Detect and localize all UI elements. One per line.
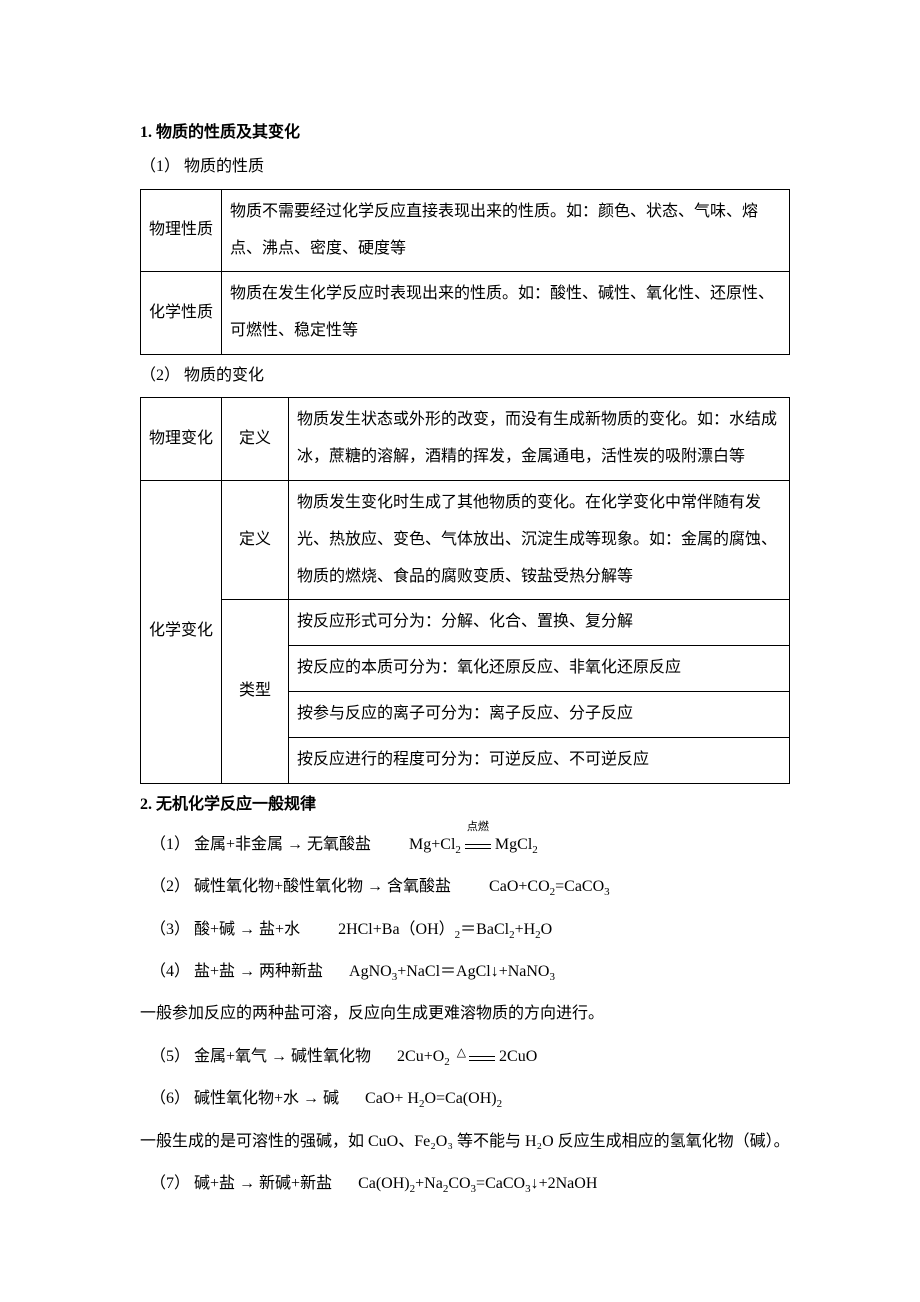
- rule-item: （2） 碱性氧化物+酸性氧化物 → 含氧酸盐 CaO+CO2=CaCO3: [140, 868, 790, 906]
- rule-equation: Mg+Cl2 点燃 MgCl2: [409, 836, 538, 853]
- rule-num: （3）: [140, 911, 190, 949]
- cell-sublabel: 类型: [222, 600, 289, 783]
- rules-list: （1） 金属+非金属 → 无氧酸盐 Mg+Cl2 点燃 MgCl2 （2） 碱性…: [140, 826, 790, 1204]
- cell-label: 物理变化: [141, 398, 222, 481]
- rule-num: （4）: [140, 953, 190, 991]
- rule-text: 碱性氧化物+水 → 碱: [194, 1090, 339, 1107]
- cell-text: 按反应形式可分为：分解、化合、置换、复分解: [289, 600, 790, 646]
- rule-equation: 2Cu+O2 △ 2CuO: [397, 1048, 537, 1065]
- rule-item: （3） 酸+碱 → 盐+水 2HCl+Ba（OH）2＝BaCl2+H2O: [140, 911, 790, 949]
- rule-num: （5）: [140, 1038, 190, 1076]
- rule-item: （1） 金属+非金属 → 无氧酸盐 Mg+Cl2 点燃 MgCl2: [140, 826, 790, 864]
- rule-equation: CaO+CO2=CaCO3: [489, 878, 610, 895]
- rule-num: （2）: [140, 868, 190, 906]
- rule-text: 碱+盐 → 新碱+新盐: [194, 1175, 332, 1192]
- cell-label: 化学性质: [141, 272, 222, 355]
- table-row: 化学性质 物质在发生化学反应时表现出来的性质。如：酸性、碱性、氧化性、还原性、可…: [141, 272, 790, 355]
- rule-equation: 2HCl+Ba（OH）2＝BaCl2+H2O: [338, 921, 552, 938]
- table-row: 物理变化 定义 物质发生状态或外形的改变，而没有生成新物质的变化。如：水结成冰，…: [141, 398, 790, 481]
- section1-sub1: （1） 物质的性质: [140, 152, 790, 182]
- rule-item: （6） 碱性氧化物+水 → 碱 CaO+ H2O=Ca(OH)2: [140, 1080, 790, 1118]
- cell-text: 按反应的本质可分为：氧化还原反应、非氧化还原反应: [289, 646, 790, 692]
- table-changes: 物理变化 定义 物质发生状态或外形的改变，而没有生成新物质的变化。如：水结成冰，…: [140, 397, 790, 783]
- cell-label: 化学变化: [141, 480, 222, 783]
- cell-text: 物质不需要经过化学反应直接表现出来的性质。如：颜色、状态、气味、熔点、沸点、密度…: [222, 189, 790, 272]
- rule-equation: CaO+ H2O=Ca(OH)2: [365, 1090, 502, 1107]
- rule-equation: Ca(OH)2+Na2CO3=CaCO3↓+2NaOH: [358, 1175, 597, 1192]
- cell-text: 按参与反应的离子可分为：离子反应、分子反应: [289, 691, 790, 737]
- cell-text: 物质在发生化学反应时表现出来的性质。如：酸性、碱性、氧化性、还原性、可燃性、稳定…: [222, 272, 790, 355]
- rule-item: （7） 碱+盐 → 新碱+新盐 Ca(OH)2+Na2CO3=CaCO3↓+2N…: [140, 1165, 790, 1203]
- rule-text: 金属+氧气 → 碱性氧化物: [194, 1048, 371, 1065]
- table-row: 物理性质 物质不需要经过化学反应直接表现出来的性质。如：颜色、状态、气味、熔点、…: [141, 189, 790, 272]
- cell-sublabel: 定义: [222, 480, 289, 599]
- rule-text: 盐+盐 → 两种新盐: [194, 963, 323, 980]
- cell-label: 物理性质: [141, 189, 222, 272]
- cell-sublabel: 定义: [222, 398, 289, 481]
- section1-sub2: （2） 物质的变化: [140, 361, 790, 391]
- section1-heading: 1. 物质的性质及其变化: [140, 118, 790, 148]
- rule-item: （5） 金属+氧气 → 碱性氧化物 2Cu+O2 △ 2CuO: [140, 1038, 790, 1076]
- rule-text: 酸+碱 → 盐+水: [194, 921, 300, 938]
- cell-text: 物质发生状态或外形的改变，而没有生成新物质的变化。如：水结成冰，蔗糖的溶解，酒精…: [289, 398, 790, 481]
- cell-text: 物质发生变化时生成了其他物质的变化。在化学变化中常伴随有发光、热放应、变色、气体…: [289, 480, 790, 599]
- rule-num: （1）: [140, 826, 190, 864]
- table-row: 类型 按反应形式可分为：分解、化合、置换、复分解: [141, 600, 790, 646]
- table-properties: 物理性质 物质不需要经过化学反应直接表现出来的性质。如：颜色、状态、气味、熔点、…: [140, 189, 790, 355]
- rule-text: 金属+非金属 → 无氧酸盐: [194, 836, 371, 853]
- rule-num: （6）: [140, 1080, 190, 1118]
- rule-item: （4） 盐+盐 → 两种新盐 AgNO3+NaCl＝AgCl↓+NaNO3: [140, 953, 790, 991]
- document-page: 1. 物质的性质及其变化 （1） 物质的性质 物理性质 物质不需要经过化学反应直…: [0, 0, 920, 1267]
- rule-note: 一般生成的是可溶性的强碱，如 CuO、Fe₂O₃ 等不能与 H₂O 反应生成相应…: [140, 1123, 790, 1161]
- rule-note: 一般参加反应的两种盐可溶，反应向生成更难溶物质的方向进行。: [140, 995, 790, 1033]
- cell-text: 按反应进行的程度可分为：可逆反应、不可逆反应: [289, 737, 790, 783]
- table-row: 化学变化 定义 物质发生变化时生成了其他物质的变化。在化学变化中常伴随有发光、热…: [141, 480, 790, 599]
- rule-num: （7）: [140, 1165, 190, 1203]
- rule-text: 碱性氧化物+酸性氧化物 → 含氧酸盐: [194, 878, 451, 895]
- rule-equation: AgNO3+NaCl＝AgCl↓+NaNO3: [349, 963, 555, 980]
